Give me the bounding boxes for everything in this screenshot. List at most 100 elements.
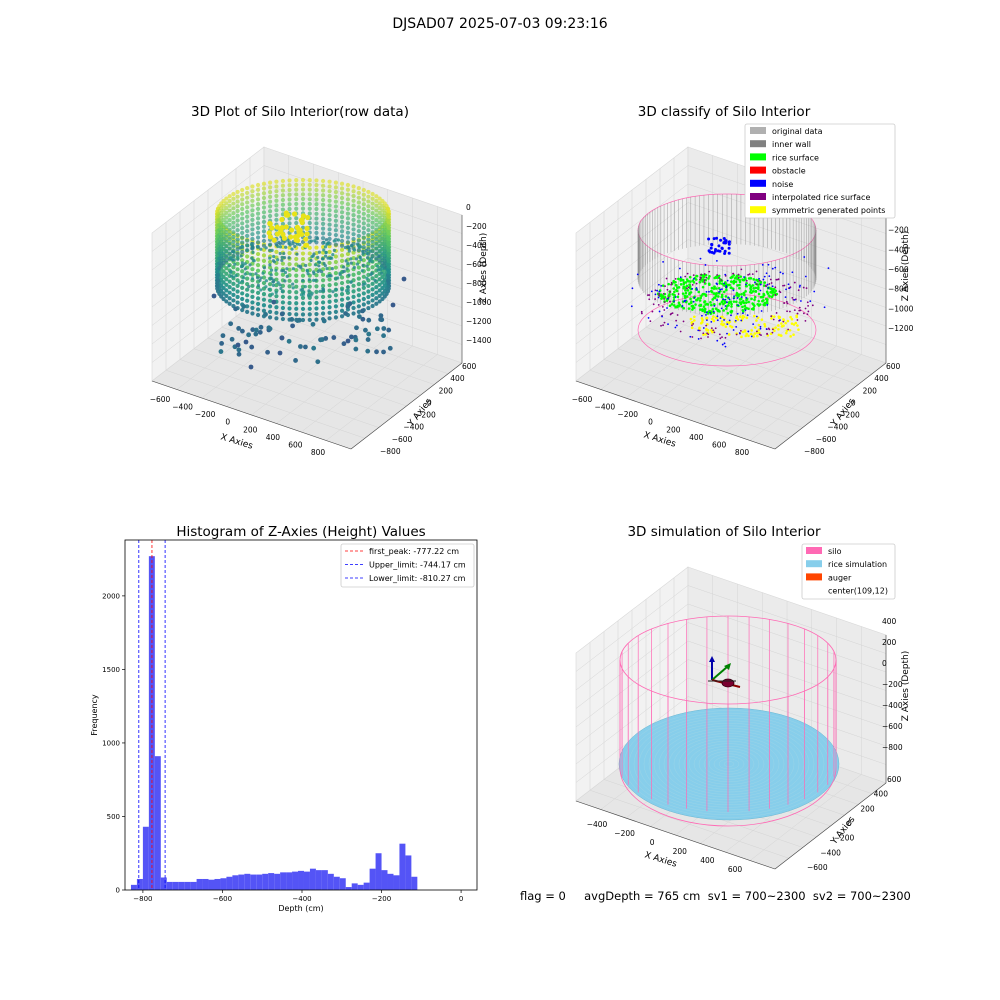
rice-surface-point <box>675 288 678 292</box>
rice-surface-point <box>762 299 765 302</box>
wall-point <box>320 188 326 193</box>
noise-point <box>683 300 686 303</box>
rice-surface-point <box>722 290 726 294</box>
wall-point <box>333 228 339 233</box>
noise-point <box>705 311 708 314</box>
wall-point <box>374 241 379 247</box>
floor-point <box>380 266 385 270</box>
wall-point <box>294 206 299 211</box>
z-tick-label: −600 <box>466 260 487 269</box>
floor-point <box>347 249 351 253</box>
rice-surface-point <box>689 301 693 305</box>
wall-point <box>287 278 292 283</box>
floor-point <box>373 278 377 282</box>
noise-point <box>697 338 700 340</box>
histogram-bar <box>208 879 215 890</box>
wall-point <box>274 184 279 189</box>
symmetric-point <box>705 317 708 320</box>
noise-point <box>725 301 728 304</box>
symmetric-point <box>745 316 749 320</box>
wall-point <box>250 311 255 316</box>
interpolated-point <box>786 310 788 313</box>
wall-point <box>300 182 306 187</box>
wall-point <box>314 202 319 207</box>
simulation-panel: 3D simulation of Silo Interior −400−2000… <box>575 524 911 874</box>
wall-point <box>267 304 273 309</box>
interpolated-point <box>785 300 788 303</box>
noise-point <box>676 324 678 327</box>
floor-point <box>330 267 334 271</box>
wall-point <box>294 187 299 192</box>
wall-point <box>370 239 375 244</box>
top-point <box>280 231 286 238</box>
interpolated-point <box>691 283 694 286</box>
rice-surface-point <box>682 306 686 310</box>
low-point <box>236 351 242 357</box>
floor-point <box>268 243 272 247</box>
wall-point <box>366 300 371 305</box>
rice-surface-point <box>667 282 670 286</box>
wall-point <box>240 291 245 296</box>
rice-surface-point <box>668 304 672 308</box>
rice-surface-point <box>742 299 745 303</box>
wall-point <box>356 287 361 292</box>
wall-point <box>377 248 382 254</box>
wall-point <box>386 214 391 219</box>
symmetric-point <box>738 315 742 318</box>
wall-point <box>320 283 326 288</box>
histogram-bar <box>220 878 227 890</box>
wall-point <box>351 272 356 277</box>
floor-point <box>236 255 240 259</box>
legend-frame <box>744 123 896 219</box>
histogram-panel: Histogram of Z-Axies (Height) Values −80… <box>90 524 478 913</box>
symmetric-point <box>691 320 694 324</box>
symmetric-point <box>753 332 757 335</box>
wall-point <box>314 183 319 188</box>
interpolated-point <box>686 272 689 275</box>
low-point <box>331 335 337 340</box>
wall-point <box>327 236 332 241</box>
histogram-bar <box>232 875 239 890</box>
wall-point <box>261 181 267 186</box>
noise-point <box>762 278 765 281</box>
wall-point <box>267 213 273 219</box>
legend-label: obstacle <box>772 167 806 176</box>
wall-point <box>327 198 332 203</box>
wall-point <box>255 201 261 207</box>
floor-point <box>298 264 302 268</box>
wall-point <box>374 296 379 301</box>
wall-point <box>294 284 299 289</box>
interpolated-point <box>702 332 705 335</box>
noise-point <box>705 290 708 293</box>
floor-point <box>269 268 274 272</box>
wall-point <box>224 201 229 206</box>
x-axis-line <box>575 800 776 870</box>
top-point <box>295 233 301 239</box>
floor-point <box>274 268 278 272</box>
noise-point <box>630 305 633 308</box>
interpolated-point <box>674 277 677 280</box>
symmetric-point <box>780 322 783 325</box>
interpolated-point <box>745 279 748 282</box>
wall-point <box>224 196 229 201</box>
rice-surface-point <box>672 304 676 307</box>
wall-point <box>280 207 286 212</box>
rice-surface-point <box>718 310 721 313</box>
rice-surface-point <box>742 293 746 297</box>
noise-point <box>679 276 682 279</box>
rice-surface-point <box>720 293 724 297</box>
symmetric-point <box>743 330 747 333</box>
noise-point <box>666 297 669 300</box>
interpolated-point <box>684 275 687 278</box>
wall-point <box>333 180 339 185</box>
wall-point <box>361 216 366 221</box>
legend-label: rice surface <box>772 153 819 162</box>
wall-point <box>366 294 371 300</box>
symmetric-point <box>714 316 718 319</box>
rice-surface-point <box>704 273 708 277</box>
interpolated-point <box>766 332 768 335</box>
legend-label: original data <box>772 127 823 136</box>
wall-point <box>327 232 332 237</box>
floor-point <box>285 267 289 271</box>
